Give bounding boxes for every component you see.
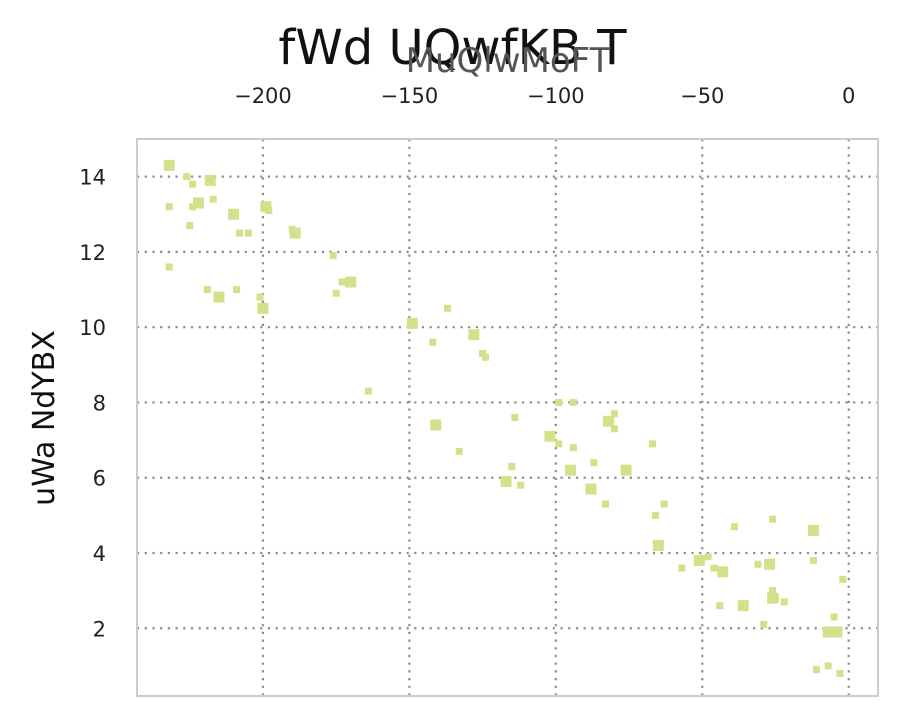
data-point — [824, 662, 832, 670]
x-tick-label: −200 — [234, 84, 292, 108]
data-point — [780, 598, 788, 606]
data-point — [764, 558, 776, 570]
data-point — [517, 481, 525, 489]
x-tick-label: 0 — [842, 84, 855, 108]
y-tick-label: 12 — [79, 241, 106, 265]
data-point — [165, 203, 173, 211]
y-axis-label: uWa NdYBX — [27, 330, 62, 506]
data-point — [455, 447, 463, 455]
data-point — [754, 560, 762, 568]
data-point — [769, 515, 777, 523]
data-point — [204, 174, 216, 186]
data-point — [564, 464, 576, 476]
data-point — [500, 475, 512, 487]
data-point — [590, 459, 598, 467]
data-point — [678, 564, 686, 572]
data-point — [716, 602, 724, 610]
data-point — [810, 557, 818, 565]
data-point — [652, 539, 664, 551]
data-point — [602, 500, 610, 508]
data-point — [511, 414, 519, 421]
data-point — [760, 620, 768, 628]
y-tick-label: 10 — [79, 316, 106, 340]
data-point — [236, 229, 244, 237]
data-point — [693, 555, 705, 567]
data-point — [468, 329, 480, 341]
data-point — [822, 626, 834, 638]
grid-layer — [137, 139, 878, 696]
data-point — [430, 419, 442, 431]
data-point — [364, 387, 372, 395]
data-point — [651, 511, 659, 519]
y-tick-label: 14 — [79, 166, 106, 190]
data-point — [345, 276, 357, 288]
data-point — [812, 666, 820, 674]
y-tick-label: 8 — [93, 391, 106, 415]
data-point — [186, 222, 194, 230]
data-point — [193, 197, 205, 209]
data-point — [256, 293, 264, 301]
x-tick-label: −150 — [381, 84, 439, 108]
data-point — [189, 203, 197, 211]
data-point — [209, 195, 217, 203]
data-point — [569, 398, 577, 406]
plot-frame — [136, 138, 879, 697]
data-point — [165, 263, 173, 271]
data-point — [585, 483, 597, 495]
data-point — [610, 425, 618, 433]
data-point — [569, 444, 577, 452]
data-point — [203, 286, 211, 294]
data-point — [260, 201, 272, 213]
data-point — [508, 462, 516, 470]
tick-labels: −200 −150 −100 −50 0 2 4 6 8 10 12 14 — [79, 84, 855, 641]
data-point — [406, 317, 418, 329]
data-point — [479, 350, 487, 358]
x-tick-label: −50 — [680, 84, 724, 108]
data-point — [289, 227, 301, 239]
data-point — [836, 669, 844, 677]
data-point — [265, 207, 273, 215]
x-axis-label: MuQlwMoFT — [406, 41, 611, 81]
y-tick-label: 4 — [93, 542, 106, 566]
y-tick-label: 2 — [93, 617, 106, 641]
data-point — [769, 587, 777, 595]
data-point — [771, 594, 779, 602]
data-point — [213, 291, 225, 303]
data-point — [244, 229, 252, 237]
data-point — [717, 566, 729, 578]
data-point — [710, 564, 718, 572]
data-point — [603, 415, 615, 427]
chart-title: fWd UQwfKB T — [278, 20, 627, 76]
data-point — [660, 500, 668, 508]
data-point — [183, 173, 191, 181]
data-point — [429, 338, 437, 346]
y-tick-label: 6 — [93, 467, 106, 491]
data-point — [233, 286, 241, 294]
data-point — [228, 208, 240, 220]
data-point — [443, 304, 451, 312]
data-point — [831, 626, 843, 638]
data-point — [555, 398, 563, 406]
data-point — [839, 575, 847, 583]
data-point — [329, 252, 337, 260]
data-point — [830, 613, 838, 621]
x-tick-label: −100 — [527, 84, 585, 108]
data-point — [730, 523, 738, 531]
data-point — [737, 600, 749, 612]
data-point — [620, 464, 632, 476]
data-point — [163, 159, 175, 171]
data-point — [704, 553, 712, 561]
data-point — [544, 430, 556, 442]
data-point — [338, 278, 346, 286]
data-point — [257, 302, 269, 314]
data-point — [648, 440, 656, 448]
data-point — [189, 180, 197, 188]
data-points — [163, 159, 847, 677]
data-point — [808, 524, 820, 536]
data-point — [482, 353, 490, 361]
data-point — [610, 410, 618, 418]
data-point — [332, 289, 340, 297]
data-point — [555, 440, 563, 448]
